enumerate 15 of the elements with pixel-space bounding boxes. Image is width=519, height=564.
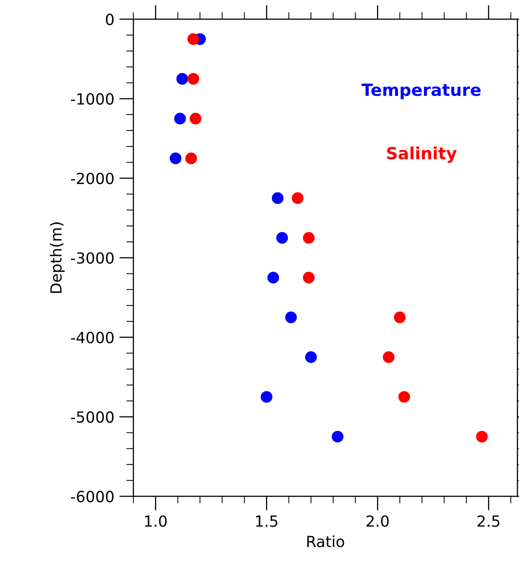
x-tick-label: 2.0 <box>366 515 389 527</box>
y-axis-title: Depth(m) <box>50 222 65 293</box>
x-tick-label: 1.0 <box>145 515 167 527</box>
y-tick-label: -3000 <box>70 252 114 264</box>
y-tick-label: -2000 <box>70 172 114 184</box>
x-tick-label: 1.5 <box>256 516 278 527</box>
y-tick-label: -6000 <box>70 490 114 502</box>
text: Temperature <box>362 84 481 100</box>
y-tick-label: -5000 <box>70 411 114 423</box>
text: Salinity <box>387 146 457 163</box>
y-tick-label: -1000 <box>70 93 114 105</box>
y-tick-label: -4000 <box>70 332 114 344</box>
y-tick-label: 0 <box>106 14 114 26</box>
x-tick-label: 2.5 <box>478 515 500 527</box>
x-axis-title: Ratio <box>307 535 344 548</box>
